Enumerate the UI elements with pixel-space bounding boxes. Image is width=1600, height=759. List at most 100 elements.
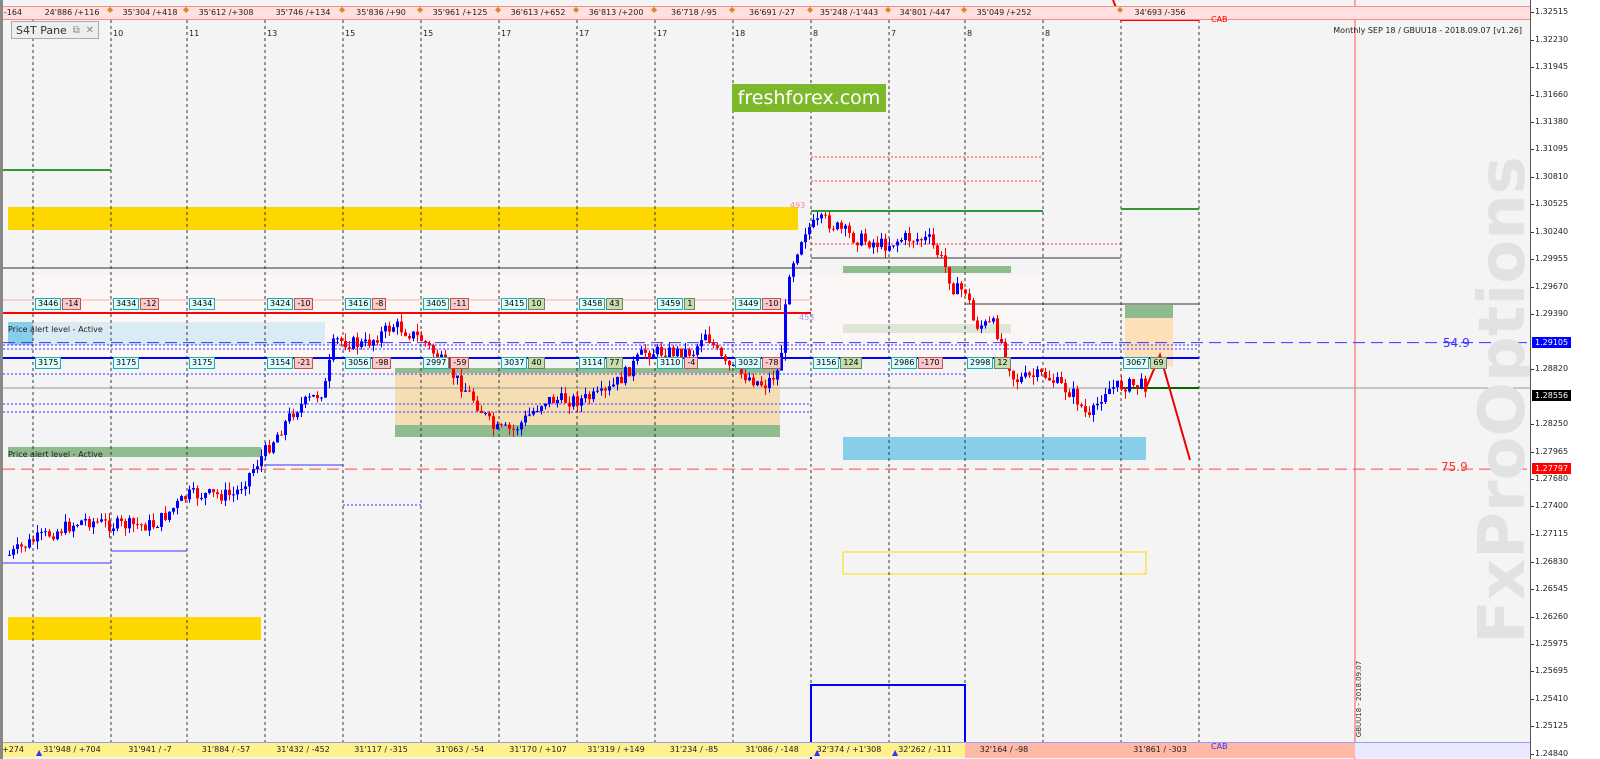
bullish-candle <box>176 500 179 509</box>
bullish-candle <box>836 222 839 230</box>
bearish-candle <box>1004 342 1007 360</box>
bullish-candle <box>8 554 11 556</box>
yellow-zone <box>8 207 798 230</box>
bullish-candle <box>1104 394 1107 403</box>
bullish-candle <box>888 245 891 251</box>
level-label: 3032 -78 <box>735 357 782 369</box>
bearish-candle <box>1132 378 1135 386</box>
bullish-candle <box>524 415 527 423</box>
bearish-candle <box>644 349 647 353</box>
bearish-candle <box>972 300 975 321</box>
price-alert-upper-label: Price alert level - Active <box>8 325 103 334</box>
bottom-bar-item: 32'374 / +1'308 <box>816 745 882 754</box>
bullish-candle <box>204 493 207 499</box>
price-axis[interactable]: 1.32515 1.32230 1.31945 1.31660 1.31380 1.310… <box>1530 0 1600 759</box>
price-tick: 1.27680 <box>1530 474 1569 484</box>
bullish-candle <box>804 234 807 243</box>
bullish-candle <box>84 518 87 521</box>
level-value: 3154 <box>267 357 294 369</box>
bullish-candle <box>684 349 687 359</box>
bearish-candle <box>864 233 867 242</box>
bullish-candle <box>676 348 679 357</box>
restore-icon[interactable]: ⧉ <box>72 24 80 36</box>
bottom-bar-future-segment <box>1355 743 1530 758</box>
level-value: 3434 <box>113 298 140 310</box>
level-label: 3114 77 <box>579 357 623 369</box>
bearish-candle <box>340 338 343 342</box>
level-value: 3175 <box>189 357 216 369</box>
level-value: 3405 <box>423 298 450 310</box>
close-icon[interactable]: ✕ <box>85 24 94 36</box>
signal-arrow-icon: ◆ <box>651 5 658 14</box>
freshforex-logo: freshforex.com <box>732 84 886 112</box>
s4t-pane[interactable]: S4T Pane ⧉ ✕ <box>11 21 99 39</box>
signal-arrow-icon: ◆ <box>807 5 814 14</box>
bullish-candle <box>1128 378 1131 392</box>
bearish-candle <box>648 352 651 359</box>
chart-plot-area[interactable]: FxProOptions -164 24'886 /+116 35'304 /+41… <box>0 0 1530 759</box>
bullish-candle <box>76 524 79 526</box>
bearish-candle <box>120 518 123 522</box>
bearish-candle <box>1048 377 1051 381</box>
bearish-candle <box>576 396 579 406</box>
lower-alert-price-tag: 1.27797 <box>1532 463 1572 475</box>
bullish-candle <box>248 473 251 487</box>
bearish-candle <box>1060 377 1063 383</box>
bullish-candle <box>100 519 103 522</box>
bullish-candle <box>224 489 227 501</box>
price-tick: 1.25125 <box>1530 721 1569 731</box>
level-label: 3416 -8 <box>345 298 387 310</box>
day-number: 8 <box>1045 29 1051 38</box>
bearish-candle <box>512 428 515 430</box>
top-cab-label: CAB <box>1211 15 1228 24</box>
bullish-candle <box>896 241 899 246</box>
bearish-candle <box>840 222 843 229</box>
bullish-candle <box>324 381 327 398</box>
bullish-candle <box>360 341 363 347</box>
bullish-candle <box>612 384 615 387</box>
green-zone <box>843 266 1011 273</box>
signal-arrow-icon: ◆ <box>729 5 736 14</box>
top-info-bar <box>3 6 1530 20</box>
level-label: 2997 -59 <box>423 357 470 369</box>
bullish-candle <box>200 498 203 500</box>
price-tick: 1.26260 <box>1530 611 1569 621</box>
bearish-candle <box>88 518 91 528</box>
yellow-outline-zone <box>842 551 1147 575</box>
bullish-candle <box>892 245 895 247</box>
bearish-candle <box>492 416 495 429</box>
bullish-candle <box>704 334 707 341</box>
bullish-candle <box>256 466 259 470</box>
bearish-candle <box>876 242 879 248</box>
top-bar-item: 34'693 /-356 <box>1134 8 1186 17</box>
day-number: 8 <box>967 29 973 38</box>
level-label: 3175 <box>189 357 216 369</box>
price-tick: 1.31660 <box>1530 89 1569 99</box>
level-value: 3434 <box>189 298 216 310</box>
upper-percent: 54.9 <box>1443 336 1470 350</box>
bearish-candle <box>564 393 567 403</box>
bearish-candle <box>460 375 463 392</box>
bullish-candle <box>880 238 883 248</box>
bullish-candle <box>328 359 331 382</box>
level-value: 2997 <box>423 357 450 369</box>
bullish-candle <box>652 354 655 359</box>
bullish-candle <box>16 544 19 550</box>
bearish-candle <box>744 373 747 381</box>
top-bar-item: 36'691 /-27 <box>749 8 795 17</box>
bullish-candle <box>596 390 599 392</box>
bullish-candle <box>1056 377 1059 383</box>
bottom-bar-item: 31'117 / -315 <box>354 745 408 754</box>
bottom-bar-item: 31'234 / -85 <box>669 745 719 754</box>
bullish-candle <box>980 325 983 329</box>
bullish-candle <box>696 346 699 355</box>
level-label: 3067 69 <box>1123 357 1167 369</box>
bearish-candle <box>852 232 855 243</box>
bullish-candle <box>544 403 547 407</box>
bullish-candle <box>80 520 83 525</box>
bullish-candle <box>188 489 191 500</box>
bearish-candle <box>856 242 859 246</box>
price-tick: 1.27965 <box>1530 446 1569 456</box>
bearish-candle <box>932 234 935 246</box>
bullish-candle <box>464 390 467 392</box>
